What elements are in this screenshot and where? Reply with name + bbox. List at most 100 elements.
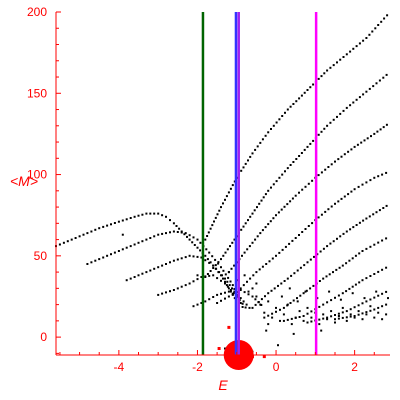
series-1-point	[141, 240, 144, 243]
series-7-point	[264, 134, 267, 137]
scatter-point	[251, 287, 254, 290]
series-0-point	[110, 223, 112, 226]
series-9-point	[357, 185, 360, 188]
series-8-point	[277, 211, 280, 214]
series-0-point	[175, 225, 178, 227]
series-6-point	[362, 93, 365, 96]
series-7-point	[371, 30, 374, 33]
scatter-point	[265, 329, 268, 332]
scatter-point	[267, 323, 270, 326]
series-8-point	[251, 241, 254, 244]
series-11-point	[381, 239, 384, 242]
series-11-point	[271, 312, 274, 315]
scatter-point	[259, 303, 262, 306]
red-dot	[217, 347, 221, 350]
series-1-point	[233, 288, 236, 290]
series-12-point	[298, 316, 301, 318]
series-11-point	[289, 302, 292, 304]
series-1-point	[169, 231, 171, 234]
series-10-point	[358, 221, 361, 224]
scatter-point	[369, 305, 372, 308]
series-14-point	[345, 316, 348, 319]
series-9-point	[281, 248, 284, 251]
scatter-point	[292, 332, 295, 335]
series-9-point	[294, 237, 297, 239]
series-6-point	[365, 90, 368, 93]
series-8-point	[233, 264, 236, 267]
series-10-point	[277, 284, 279, 287]
series-8-point	[272, 217, 275, 220]
series-9-point	[334, 202, 336, 205]
series-11-point	[299, 294, 302, 297]
series-9-point	[343, 195, 346, 198]
series-12-point	[337, 294, 340, 297]
series-11-point	[305, 289, 308, 292]
series-10-point	[260, 298, 263, 301]
series-8-point	[254, 238, 257, 241]
series-0-point	[165, 215, 167, 218]
scatter-point	[363, 297, 366, 300]
scatter-point	[375, 290, 378, 293]
series-10-point	[336, 237, 338, 240]
series-10-point	[349, 228, 352, 231]
series-9-point	[307, 225, 310, 227]
series-6-point	[306, 145, 309, 148]
series-14-point	[334, 318, 336, 321]
scatter-point	[320, 329, 323, 332]
series-6-point	[270, 186, 272, 189]
series-11-point	[312, 284, 315, 287]
series-11-point	[263, 316, 266, 319]
series-7-point	[242, 166, 245, 169]
series-7-point	[380, 20, 383, 23]
series-2-point	[161, 264, 164, 267]
series-1-point	[133, 243, 136, 246]
series-2-point	[176, 258, 179, 261]
series-0-point	[102, 225, 105, 228]
series-14-point	[337, 317, 340, 320]
series-3-point	[216, 277, 219, 280]
scatter-point	[263, 311, 266, 314]
series-8-point	[264, 226, 267, 229]
series-2-point	[188, 254, 191, 257]
series-7-point	[267, 131, 270, 134]
series-0-point	[70, 238, 73, 241]
y-tick-label: 50	[34, 249, 48, 263]
series-0-point	[117, 220, 120, 223]
series-7-point	[227, 191, 230, 194]
series-12-point	[341, 292, 344, 295]
series-8-point	[382, 126, 385, 129]
series-7-point	[386, 14, 389, 17]
series-13-point	[377, 294, 380, 297]
series-1-point	[137, 241, 140, 244]
scatter-point	[377, 311, 380, 314]
series-4-point	[196, 303, 199, 306]
series-8-point	[248, 245, 251, 248]
series-6-point	[352, 101, 355, 104]
red-dot	[251, 355, 254, 359]
series-10-point	[382, 207, 385, 209]
series-12-point	[330, 299, 333, 302]
series-7-point	[309, 86, 312, 89]
series-6-point	[258, 202, 261, 205]
series-11-point	[341, 264, 344, 267]
series-2-point	[196, 255, 199, 258]
series-7-point	[352, 47, 355, 50]
series-6-point	[345, 106, 348, 109]
series-14-point	[365, 311, 368, 314]
series-1-point	[161, 232, 164, 235]
series-14-point	[353, 315, 356, 317]
series-2-point	[172, 259, 175, 262]
y-tick-label: 100	[27, 168, 47, 182]
series-1-point	[231, 284, 234, 287]
series-6-point	[320, 130, 323, 133]
series-3-point	[184, 284, 187, 287]
series-2-point	[224, 277, 226, 280]
series-9-point	[369, 179, 372, 182]
series-9-point	[261, 265, 264, 268]
series-0-point	[149, 212, 152, 215]
series-12-point	[365, 277, 368, 280]
series-5-point	[227, 295, 230, 298]
series-8-point	[259, 232, 262, 235]
series-7-point	[289, 105, 292, 108]
series-11-point	[361, 250, 364, 252]
